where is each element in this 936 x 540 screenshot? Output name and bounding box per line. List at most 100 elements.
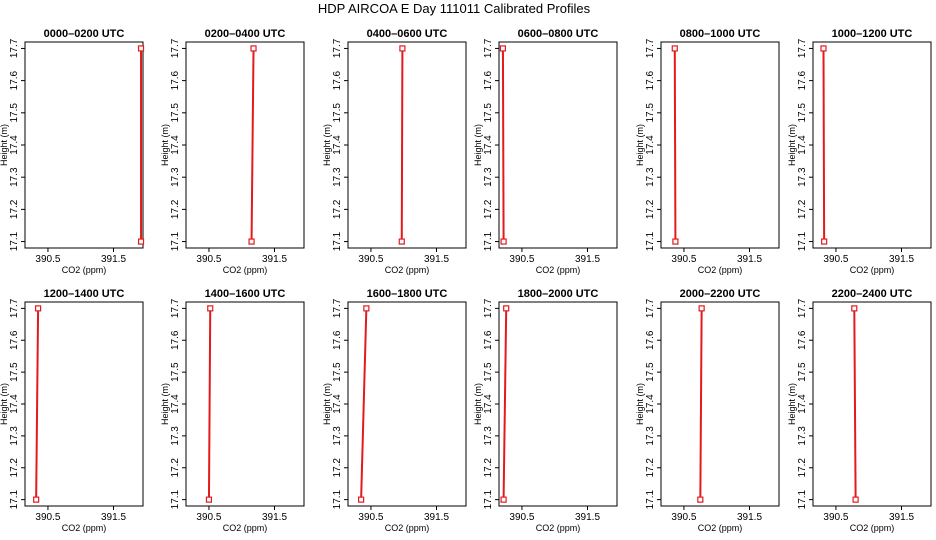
panel-3: 0400–0600 UTC 390.5 391.5 17.1 17.2 17.3 17.4 1… xyxy=(322,28,467,275)
x-tick-label: 391.5 xyxy=(101,512,126,523)
plot-frame xyxy=(498,41,618,249)
x-tick-label: 390.5 xyxy=(358,254,383,265)
y-tick-label: 17.4 xyxy=(170,394,181,414)
y-tick-label: 17.3 xyxy=(483,167,494,187)
y-tick-label: 17.2 xyxy=(797,458,808,478)
y-tick-label: 17.3 xyxy=(9,167,20,187)
panel-title: 2000–2200 UTC xyxy=(680,288,761,300)
profile-line xyxy=(400,48,404,242)
y-axis-label: Height (m) xyxy=(787,124,797,166)
profile-point xyxy=(35,305,42,312)
panel-6: 1000–1200 UTC 390.5 391.5 17.1 17.2 17.3 17.4 1… xyxy=(787,28,932,275)
y-tick-label: 17.6 xyxy=(797,330,808,350)
y-tick-label: 17.5 xyxy=(483,362,494,382)
y-tick-label: 17.1 xyxy=(332,489,343,509)
panel-title: 1000–1200 UTC xyxy=(832,28,913,40)
y-tick-label: 17.3 xyxy=(645,167,656,187)
y-tick-label: 17.3 xyxy=(9,426,20,446)
profile-line xyxy=(853,308,857,500)
y-tick-label: 17.6 xyxy=(483,70,494,90)
profile-point xyxy=(500,238,507,245)
y-tick-label: 17.4 xyxy=(9,135,20,155)
panel-1: 0000–0200 UTC 390.5 391.5 17.1 17.2 17.3 17.4 1… xyxy=(0,28,145,275)
profile-point xyxy=(398,238,405,245)
profile-line xyxy=(501,48,505,242)
panel-2: 0200–0400 UTC 390.5 391.5 17.1 17.2 17.3 17.4 1… xyxy=(160,28,305,275)
panel-8: 1400–1600 UTC 390.5 391.5 17.1 17.2 17.3 17.4 1… xyxy=(160,288,305,533)
y-tick-label: 17.3 xyxy=(332,426,343,446)
plot-frame xyxy=(498,301,618,507)
y-tick-label: 17.7 xyxy=(9,38,20,58)
y-axis-label: Height (m) xyxy=(0,383,9,425)
profile-point xyxy=(499,45,507,52)
x-tick-label: 391.5 xyxy=(262,254,287,265)
x-axis-label: CO2 (ppm) xyxy=(536,523,581,533)
y-tick-label: 17.3 xyxy=(170,167,181,187)
y-tick-label: 17.4 xyxy=(332,135,343,155)
y-tick-label: 17.5 xyxy=(332,103,343,123)
y-tick-label: 17.1 xyxy=(483,489,494,509)
y-tick-label: 17.6 xyxy=(645,70,656,90)
panel-title: 1200–1400 UTC xyxy=(44,288,125,300)
x-tick-label: 390.5 xyxy=(358,512,383,523)
y-tick-label: 17.4 xyxy=(9,394,20,414)
plot-frame xyxy=(347,41,467,249)
plot-frame xyxy=(185,301,305,507)
x-axis-label: CO2 (ppm) xyxy=(536,265,581,275)
profile-point xyxy=(672,238,679,245)
y-tick-label: 17.6 xyxy=(483,330,494,350)
y-tick-label: 17.5 xyxy=(9,362,20,382)
y-tick-label: 17.4 xyxy=(332,394,343,414)
y-tick-label: 17.6 xyxy=(9,70,20,90)
y-tick-label: 17.2 xyxy=(9,199,20,219)
x-tick-label: 391.5 xyxy=(889,254,914,265)
x-axis-label: CO2 (ppm) xyxy=(385,265,430,275)
y-tick-label: 17.3 xyxy=(797,426,808,446)
x-tick-label: 391.5 xyxy=(101,254,126,265)
x-tick-label: 391.5 xyxy=(737,254,762,265)
panel-title: 0000–0200 UTC xyxy=(44,28,125,40)
y-tick-label: 17.2 xyxy=(9,458,20,478)
y-tick-label: 17.2 xyxy=(332,458,343,478)
profile-point xyxy=(248,238,255,245)
y-tick-label: 17.3 xyxy=(332,167,343,187)
y-tick-label: 17.5 xyxy=(170,103,181,123)
x-axis-label: CO2 (ppm) xyxy=(385,523,430,533)
x-axis-label: CO2 (ppm) xyxy=(223,523,268,533)
profile-point xyxy=(137,238,145,245)
y-tick-label: 17.6 xyxy=(332,70,343,90)
x-axis-label: CO2 (ppm) xyxy=(223,265,268,275)
plot-frame xyxy=(660,41,780,249)
profile-point xyxy=(207,305,214,312)
y-tick-label: 17.2 xyxy=(645,199,656,219)
y-tick-label: 17.1 xyxy=(483,231,494,251)
y-axis-label: Height (m) xyxy=(787,383,797,425)
y-tick-label: 17.5 xyxy=(645,103,656,123)
y-tick-label: 17.7 xyxy=(9,298,20,318)
profile-point xyxy=(358,496,365,503)
x-tick-label: 390.5 xyxy=(671,512,696,523)
profile-point xyxy=(363,305,370,312)
y-tick-label: 17.5 xyxy=(645,362,656,382)
y-tick-label: 17.2 xyxy=(645,458,656,478)
panel-10: 1800–2000 UTC 390.5 391.5 17.1 17.2 17.3 17.4 1… xyxy=(473,288,618,533)
y-tick-label: 17.4 xyxy=(483,394,494,414)
y-tick-label: 17.6 xyxy=(645,330,656,350)
y-tick-label: 17.2 xyxy=(483,458,494,478)
x-tick-label: 390.5 xyxy=(35,512,60,523)
y-tick-label: 17.4 xyxy=(645,135,656,155)
y-tick-label: 17.4 xyxy=(483,135,494,155)
profile-point xyxy=(399,45,406,52)
y-tick-label: 17.5 xyxy=(9,103,20,123)
x-tick-label: 390.5 xyxy=(196,512,221,523)
profile-line xyxy=(822,48,826,242)
plot-frame xyxy=(24,301,144,507)
x-tick-label: 390.5 xyxy=(196,254,221,265)
profile-line xyxy=(207,308,212,500)
y-axis-label: Height (m) xyxy=(0,124,9,166)
plot-frame xyxy=(24,41,144,249)
panel-title: 2200–2400 UTC xyxy=(832,288,913,300)
y-axis-label: Height (m) xyxy=(160,383,170,425)
